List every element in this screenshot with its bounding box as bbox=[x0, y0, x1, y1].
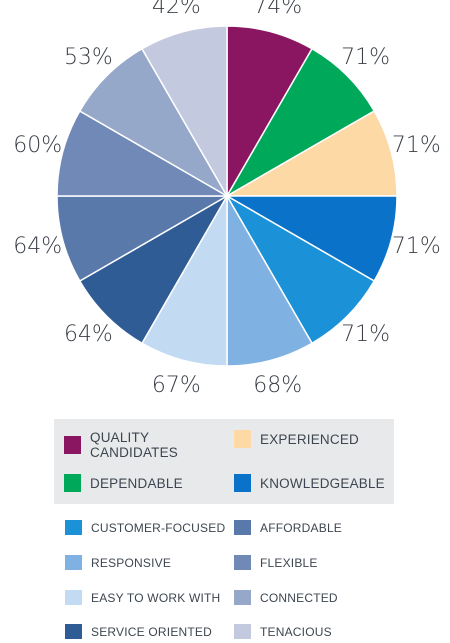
legend-swatch bbox=[64, 436, 81, 454]
pie-slice-connected bbox=[78, 47, 230, 199]
pie-slice-flexible bbox=[56, 109, 230, 197]
pie-slice-quality-candidates bbox=[226, 25, 314, 199]
legend-swatch bbox=[65, 520, 82, 535]
legend-swatch bbox=[64, 474, 81, 492]
value-label: 53% bbox=[64, 45, 113, 70]
legend-item-customer-focused: CUSTOMER-FOCUSED bbox=[65, 520, 225, 535]
legend-swatch bbox=[65, 555, 82, 570]
legend-swatch bbox=[234, 624, 251, 639]
legend-swatch bbox=[65, 624, 82, 639]
legend-item-service-oriented: SERVICE ORIENTED bbox=[65, 624, 212, 639]
value-label: 42% bbox=[152, 0, 201, 19]
legend-swatch bbox=[234, 474, 251, 492]
pie-chart: 74% 71% 71% 71% 71% 68% 67% 64% 64% 60% 53% 42% bbox=[13, 0, 441, 398]
legend-label: TENACIOUS bbox=[260, 624, 332, 639]
legend-item-easy-to-work-with: EASY TO WORK WITH bbox=[65, 590, 220, 605]
legend-label: EASY TO WORK WITH bbox=[91, 590, 221, 605]
pie-slice-experienced bbox=[224, 109, 398, 197]
legend-label: AFFORDABLE bbox=[260, 520, 343, 535]
pie-slice-tenacious bbox=[140, 25, 228, 199]
pie-slice-easy-to-work-with bbox=[140, 193, 228, 367]
pie-slice-dependable bbox=[224, 47, 376, 199]
legend-label: FLEXIBLE bbox=[260, 555, 318, 570]
legend-item-connected: CONNECTED bbox=[234, 590, 338, 605]
legend-item-dependable: DEPENDABLE bbox=[64, 474, 183, 492]
value-label: 64% bbox=[13, 234, 62, 259]
legend-label: RESPONSIVE bbox=[91, 555, 172, 570]
legend-swatch bbox=[65, 590, 82, 605]
legend-label: CONNECTED bbox=[260, 590, 338, 605]
legend-item-experienced: EXPERIENCED bbox=[234, 430, 359, 448]
legend-item-knowledgeable: KNOWLEDGEABLE bbox=[234, 474, 385, 492]
value-label: 68% bbox=[253, 373, 302, 398]
legend-label: SERVICE ORIENTED bbox=[91, 624, 213, 639]
legend-swatch bbox=[234, 520, 251, 535]
pie-slice-customer-focused bbox=[224, 193, 376, 345]
pie-slices bbox=[56, 25, 398, 367]
legend-label: QUALITY CANDIDATES bbox=[90, 430, 179, 460]
legend-swatch bbox=[234, 555, 251, 570]
pie-slice-affordable bbox=[56, 195, 230, 283]
legend-item-responsive: RESPONSIVE bbox=[65, 555, 171, 570]
value-label: 60% bbox=[13, 133, 62, 158]
value-label: 64% bbox=[64, 322, 113, 347]
value-label: 71% bbox=[392, 133, 441, 158]
legend-label: CUSTOMER-FOCUSED bbox=[91, 520, 226, 535]
pie-slice-knowledgeable bbox=[224, 195, 398, 283]
legend-item-quality-candidates: QUALITY CANDIDATES bbox=[64, 430, 210, 460]
legend-swatch bbox=[234, 430, 251, 448]
legend-label: DEPENDABLE bbox=[90, 475, 183, 491]
legend-item-affordable: AFFORDABLE bbox=[234, 520, 342, 535]
legend-label: EXPERIENCED bbox=[260, 431, 359, 447]
pie-slice-responsive bbox=[226, 193, 314, 367]
legend-primary-box: QUALITY CANDIDATES EXPERIENCED DEPENDABL… bbox=[54, 419, 394, 504]
legend-item-tenacious: TENACIOUS bbox=[234, 624, 332, 639]
legend-swatch bbox=[234, 590, 251, 605]
legend-label: KNOWLEDGEABLE bbox=[260, 475, 385, 491]
value-label: 71% bbox=[341, 45, 390, 70]
value-label: 67% bbox=[152, 373, 201, 398]
pie-slice-service-oriented bbox=[78, 193, 230, 345]
value-label: 74% bbox=[253, 0, 302, 19]
pie-value-labels: 74% 71% 71% 71% 71% 68% 67% 64% 64% 60% 53% 42% bbox=[13, 0, 441, 398]
value-label: 71% bbox=[341, 322, 390, 347]
value-label: 71% bbox=[392, 234, 441, 259]
legend-item-flexible: FLEXIBLE bbox=[234, 555, 318, 570]
